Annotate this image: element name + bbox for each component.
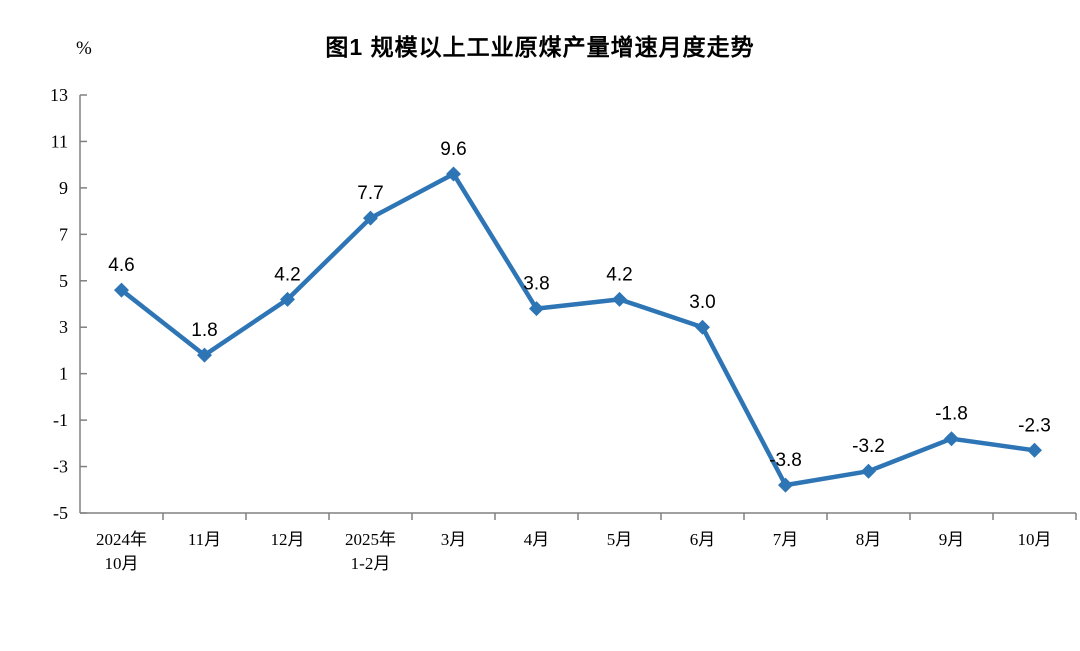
x-axis-category-label: 8月 — [856, 530, 882, 549]
y-axis-tick-label: 11 — [51, 131, 68, 151]
y-axis-tick-label: 13 — [50, 85, 68, 105]
x-axis-category-label: 7月 — [773, 530, 799, 549]
data-point-label: 1.8 — [191, 320, 217, 341]
x-axis-category-label: 3月 — [441, 530, 467, 549]
data-point-marker — [529, 301, 544, 317]
data-point-label: -3.2 — [852, 436, 885, 457]
data-point-label: 3.8 — [523, 274, 549, 295]
y-axis-unit-label: % — [76, 38, 92, 59]
x-axis-category-label: 2024年 — [96, 530, 147, 549]
y-axis-tick-label: 1 — [59, 364, 68, 384]
y-axis-tick-label: 7 — [59, 224, 68, 244]
data-point-label: -1.8 — [935, 404, 968, 425]
x-axis-category-label: 12月 — [271, 530, 305, 549]
data-point-marker — [861, 463, 876, 479]
x-axis-category-label: 9月 — [939, 530, 965, 549]
y-axis-tick-label: 5 — [59, 271, 68, 291]
x-axis-category-label: 1-2月 — [351, 554, 391, 573]
x-axis-category-label: 11月 — [188, 530, 221, 549]
series-line — [119, 171, 1037, 488]
data-point-label: 3.0 — [689, 292, 715, 313]
data-point-marker — [944, 431, 959, 447]
data-point-marker — [197, 347, 212, 363]
chart-title: 图1 规模以上工业原煤产量增速月度走势 — [325, 34, 755, 60]
data-point-label: 4.6 — [108, 255, 134, 276]
data-point-marker — [280, 291, 295, 307]
y-axis-tick-label: -3 — [53, 457, 68, 477]
x-axis-category-label: 5月 — [607, 530, 633, 549]
data-point-label: 9.6 — [440, 139, 466, 160]
x-axis-category-label: 10月 — [105, 554, 139, 573]
data-point-marker — [612, 291, 627, 307]
x-axis-category-label: 2025年 — [345, 530, 396, 549]
data-point-label: 4.2 — [606, 264, 632, 285]
data-point-label: -3.8 — [769, 450, 802, 471]
data-point-label: 7.7 — [357, 183, 383, 204]
y-axis-tick-label: -1 — [53, 410, 68, 430]
data-point-marker — [446, 166, 461, 182]
data-point-label: 4.2 — [274, 264, 300, 285]
y-axis-tick-label: 9 — [59, 178, 68, 198]
x-axis-category-label: 10月 — [1018, 530, 1052, 549]
data-point-marker — [363, 210, 378, 226]
y-axis-tick-label: 3 — [59, 317, 68, 337]
x-axis-category-label: 6月 — [690, 530, 716, 549]
data-point-marker — [114, 282, 129, 298]
data-point-label: -2.3 — [1018, 415, 1051, 436]
data-point-marker — [1027, 442, 1042, 458]
data-point-marker — [778, 477, 793, 493]
data-point-marker — [695, 319, 710, 335]
x-axis-category-label: 4月 — [524, 530, 550, 549]
y-axis-tick-label: -5 — [53, 503, 68, 523]
